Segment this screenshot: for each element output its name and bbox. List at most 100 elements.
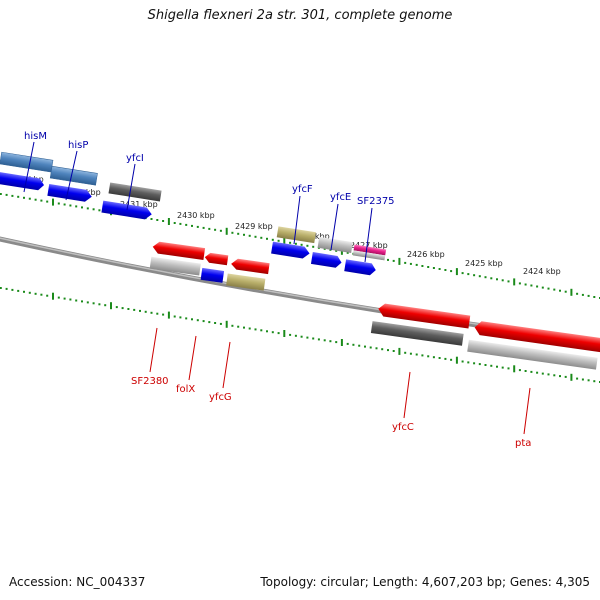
gene-yfcG-bar[interactable] xyxy=(226,273,266,291)
lower-scale-tick xyxy=(518,369,521,372)
gene-arrow-1[interactable] xyxy=(0,171,45,191)
gene-yfcI-bar[interactable] xyxy=(108,182,162,202)
lower-scale-tick xyxy=(63,297,66,300)
scale-label-2424: 2424 kbp xyxy=(523,267,561,276)
upper-scale-tick xyxy=(294,242,297,245)
lower-scale-tick xyxy=(375,347,378,350)
lower-scale-tick xyxy=(237,325,240,328)
gene-label-yfcG[interactable]: yfcG xyxy=(209,392,232,403)
leader-yfcF xyxy=(293,195,301,245)
lower-scale-tick xyxy=(398,347,401,355)
lower-scale-tick xyxy=(501,366,504,369)
lower-scale-tick xyxy=(52,292,54,300)
leader-pta xyxy=(523,387,531,435)
lower-scale-tick xyxy=(576,377,579,380)
upper-scale-tick xyxy=(444,269,447,271)
upper-scale-tick xyxy=(467,273,470,276)
lower-scale-tick xyxy=(300,335,303,338)
upper-scale-tick xyxy=(191,224,193,227)
lower-scale-tick xyxy=(484,364,487,366)
upper-scale-tick xyxy=(40,199,43,202)
lower-scale-ticks xyxy=(0,287,600,383)
gene-label-SF2375[interactable]: SF2375 xyxy=(357,196,395,207)
gene-folX-bar[interactable] xyxy=(200,267,225,283)
upper-scale-tick xyxy=(438,268,441,270)
lower-scale-tick xyxy=(219,322,222,325)
lower-scale-tick xyxy=(340,339,343,346)
lower-scale-tick xyxy=(46,294,49,297)
gene-label-yfcC[interactable]: yfcC xyxy=(392,422,414,433)
gene-red-arrow-1[interactable] xyxy=(152,241,206,260)
gene-arrow-4[interactable] xyxy=(271,241,310,260)
lower-scale-tick xyxy=(133,308,136,311)
upper-scale-tick xyxy=(237,232,240,235)
upper-scale-tick xyxy=(524,283,527,286)
lower-scale-tick xyxy=(57,296,60,299)
upper-scale-tick xyxy=(34,198,37,201)
gene-label-SF2380[interactable]: SF2380 xyxy=(131,376,169,387)
gene-yfcC-bar[interactable] xyxy=(370,321,464,346)
gene-label-yfcI[interactable]: yfcI xyxy=(126,153,144,164)
upper-scale-tick xyxy=(501,279,504,282)
lower-scale-tick xyxy=(0,287,2,289)
upper-scale-tick xyxy=(564,290,567,293)
upper-scale-tick xyxy=(185,223,188,226)
upper-scale-tick xyxy=(450,270,453,273)
upper-scale-tick xyxy=(283,237,286,245)
lower-scale-tick xyxy=(564,375,567,378)
gene-arrow-6[interactable] xyxy=(344,259,376,276)
lower-scale-tick xyxy=(202,320,205,323)
upper-scale-tick xyxy=(392,259,395,262)
leader-SF2380 xyxy=(149,327,158,373)
lower-scale-tick xyxy=(185,317,188,320)
upper-scale-tick xyxy=(260,236,263,239)
upper-scale-tick xyxy=(496,278,498,281)
lower-scale-tick xyxy=(478,363,481,366)
lower-scale-tick xyxy=(144,310,147,313)
gene-label-hisP[interactable]: hisP xyxy=(68,140,88,151)
lower-scale-tick xyxy=(346,342,349,345)
upper-scale-tick xyxy=(69,204,72,207)
gene-label-yfcE[interactable]: yfcE xyxy=(330,192,351,203)
lower-scale-tick xyxy=(392,350,395,352)
upper-scale-tick xyxy=(387,258,389,261)
gene-red-arrow-3[interactable] xyxy=(230,258,270,275)
gene-label-pta[interactable]: pta xyxy=(515,438,531,449)
gene-SF2375-bar[interactable] xyxy=(353,244,387,256)
gene-red-arrow-4[interactable] xyxy=(377,303,471,329)
gene-hisM-bar[interactable] xyxy=(0,151,54,173)
gene-yfcF-bar[interactable] xyxy=(276,226,316,244)
lower-scale-tick xyxy=(490,364,493,367)
reverse-strand-genes xyxy=(149,241,600,370)
lower-scale-tick xyxy=(156,312,159,315)
gene-hisP-bar[interactable] xyxy=(49,165,98,186)
gene-SF2380-bar[interactable] xyxy=(149,256,201,276)
gene-arrow-2[interactable] xyxy=(47,183,92,203)
gene-SF2375-shadow xyxy=(352,250,386,261)
gene-arrow-5[interactable] xyxy=(310,252,343,269)
lower-scale-tick xyxy=(541,372,544,375)
lower-scale-tick xyxy=(283,330,286,337)
lower-scale-tick xyxy=(524,370,527,372)
upper-scale-tick xyxy=(243,233,245,236)
upper-scale-tick xyxy=(513,278,516,286)
gene-arrow-3[interactable] xyxy=(101,200,152,221)
gene-label-folX[interactable]: folX xyxy=(176,384,195,395)
upper-scale-tick xyxy=(559,289,561,292)
upper-scale-tick xyxy=(214,228,217,231)
upper-scale-tick xyxy=(312,245,315,248)
lower-scale-tick xyxy=(243,326,245,329)
upper-scale-tick xyxy=(547,287,550,290)
gene-red-arrow-5[interactable] xyxy=(474,320,600,353)
gene-label-yfcF[interactable]: yfcF xyxy=(292,184,313,195)
leader-yfcE xyxy=(330,203,339,251)
lower-scale-tick xyxy=(496,365,498,368)
lower-scale-tick xyxy=(570,373,573,381)
lower-scale-tick xyxy=(150,311,153,314)
gene-yfcE-bar[interactable] xyxy=(317,236,353,254)
gene-pta-bar[interactable] xyxy=(467,339,598,370)
gene-red-arrow-2[interactable] xyxy=(204,252,229,266)
lower-scale-tick xyxy=(364,345,366,348)
upper-scale-tick xyxy=(271,238,274,241)
gene-label-hisM[interactable]: hisM xyxy=(24,131,47,142)
